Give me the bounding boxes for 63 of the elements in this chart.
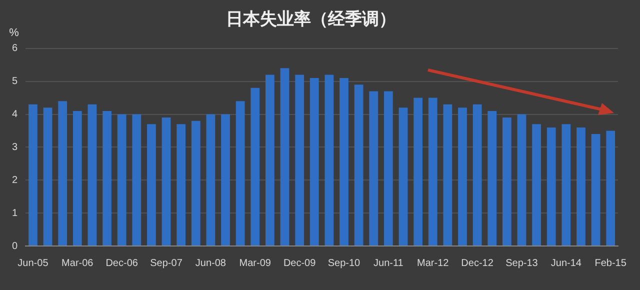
x-tick-label: Jun-08 [195,258,226,269]
bar [443,104,452,246]
bar [354,84,364,246]
bar [458,108,467,246]
bar [147,124,156,246]
y-tick-label: 1 [12,208,18,219]
bar [280,68,290,246]
bar [428,98,438,246]
bar [206,114,216,246]
x-tick-label: Sep-10 [328,258,361,269]
bar [576,127,586,246]
bar [43,108,52,246]
y-tick-label: 4 [12,109,18,120]
x-tick-label: Sep-13 [506,258,538,269]
bar [591,134,600,246]
bar [176,124,186,246]
bar [532,124,541,246]
bar [369,91,378,246]
y-tick-label: 5 [12,76,18,88]
y-axis-title: % [9,27,20,39]
x-tick-label: Sep-07 [150,258,183,269]
x-tick-label: Jun-11 [374,258,404,269]
bar [72,110,82,246]
x-tick-label: Feb-15 [594,258,627,269]
bar [340,78,348,246]
x-tick-label: Mar-12 [417,258,450,269]
bar [102,110,112,246]
bar [132,114,142,246]
bar [236,101,245,246]
x-tick-label: Jun-05 [18,258,49,269]
chart-title: 日本失业率（经季调） [226,10,396,30]
bar [398,108,408,246]
x-tick-label: Dec-12 [461,258,494,269]
x-tick-label: Dec-09 [283,258,316,269]
bar [606,130,616,246]
bar [221,114,230,246]
y-tick-label: 3 [12,142,18,153]
bar [310,78,319,246]
bar [58,101,68,246]
bar [324,74,334,246]
y-tick-label: 0 [12,240,18,252]
y-tick-label: 6 [12,43,18,54]
bar [517,114,526,246]
bar [88,104,97,246]
bar [28,104,38,246]
bar [414,98,422,246]
x-tick-label: Dec-06 [106,258,138,269]
bar [162,118,171,246]
bar [502,118,512,246]
bar [295,74,304,246]
bar [191,120,200,246]
bar [266,74,274,246]
x-tick-label: Mar-09 [239,258,272,269]
y-tick-label: 2 [12,174,18,186]
bar [117,114,126,246]
x-tick-label: Mar-06 [62,258,94,269]
bar [488,110,497,246]
bar [562,124,571,246]
bar [546,127,556,246]
x-tick-label: Jun-14 [550,258,582,269]
bar [250,88,260,246]
bar [384,91,393,246]
bar [472,104,482,246]
